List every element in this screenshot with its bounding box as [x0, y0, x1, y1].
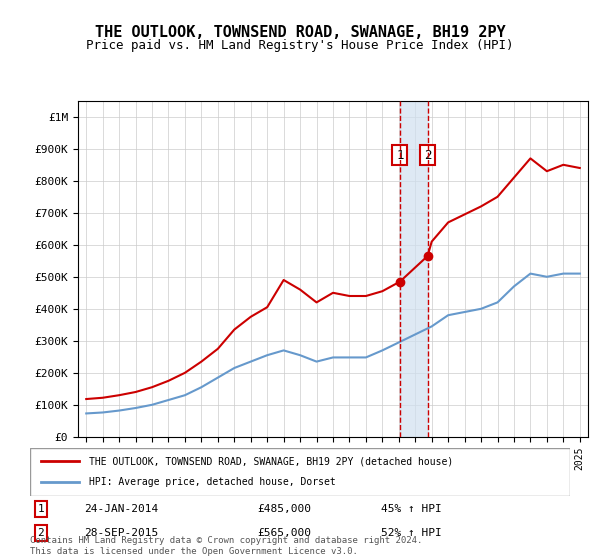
Text: THE OUTLOOK, TOWNSEND ROAD, SWANAGE, BH19 2PY (detached house): THE OUTLOOK, TOWNSEND ROAD, SWANAGE, BH1…	[89, 456, 454, 466]
Text: Price paid vs. HM Land Registry's House Price Index (HPI): Price paid vs. HM Land Registry's House …	[86, 39, 514, 52]
Text: 2: 2	[424, 149, 431, 162]
Text: £565,000: £565,000	[257, 528, 311, 538]
Text: 45% ↑ HPI: 45% ↑ HPI	[381, 504, 442, 514]
Text: 1: 1	[396, 149, 404, 162]
Text: 28-SEP-2015: 28-SEP-2015	[84, 528, 158, 538]
Text: 52% ↑ HPI: 52% ↑ HPI	[381, 528, 442, 538]
Text: Contains HM Land Registry data © Crown copyright and database right 2024.
This d: Contains HM Land Registry data © Crown c…	[30, 536, 422, 556]
Text: 1: 1	[37, 504, 44, 514]
Text: 24-JAN-2014: 24-JAN-2014	[84, 504, 158, 514]
Text: THE OUTLOOK, TOWNSEND ROAD, SWANAGE, BH19 2PY: THE OUTLOOK, TOWNSEND ROAD, SWANAGE, BH1…	[95, 25, 505, 40]
Text: HPI: Average price, detached house, Dorset: HPI: Average price, detached house, Dors…	[89, 477, 336, 487]
Text: 2: 2	[37, 528, 44, 538]
Bar	[400, 101, 428, 437]
FancyBboxPatch shape	[30, 448, 570, 496]
Text: £485,000: £485,000	[257, 504, 311, 514]
